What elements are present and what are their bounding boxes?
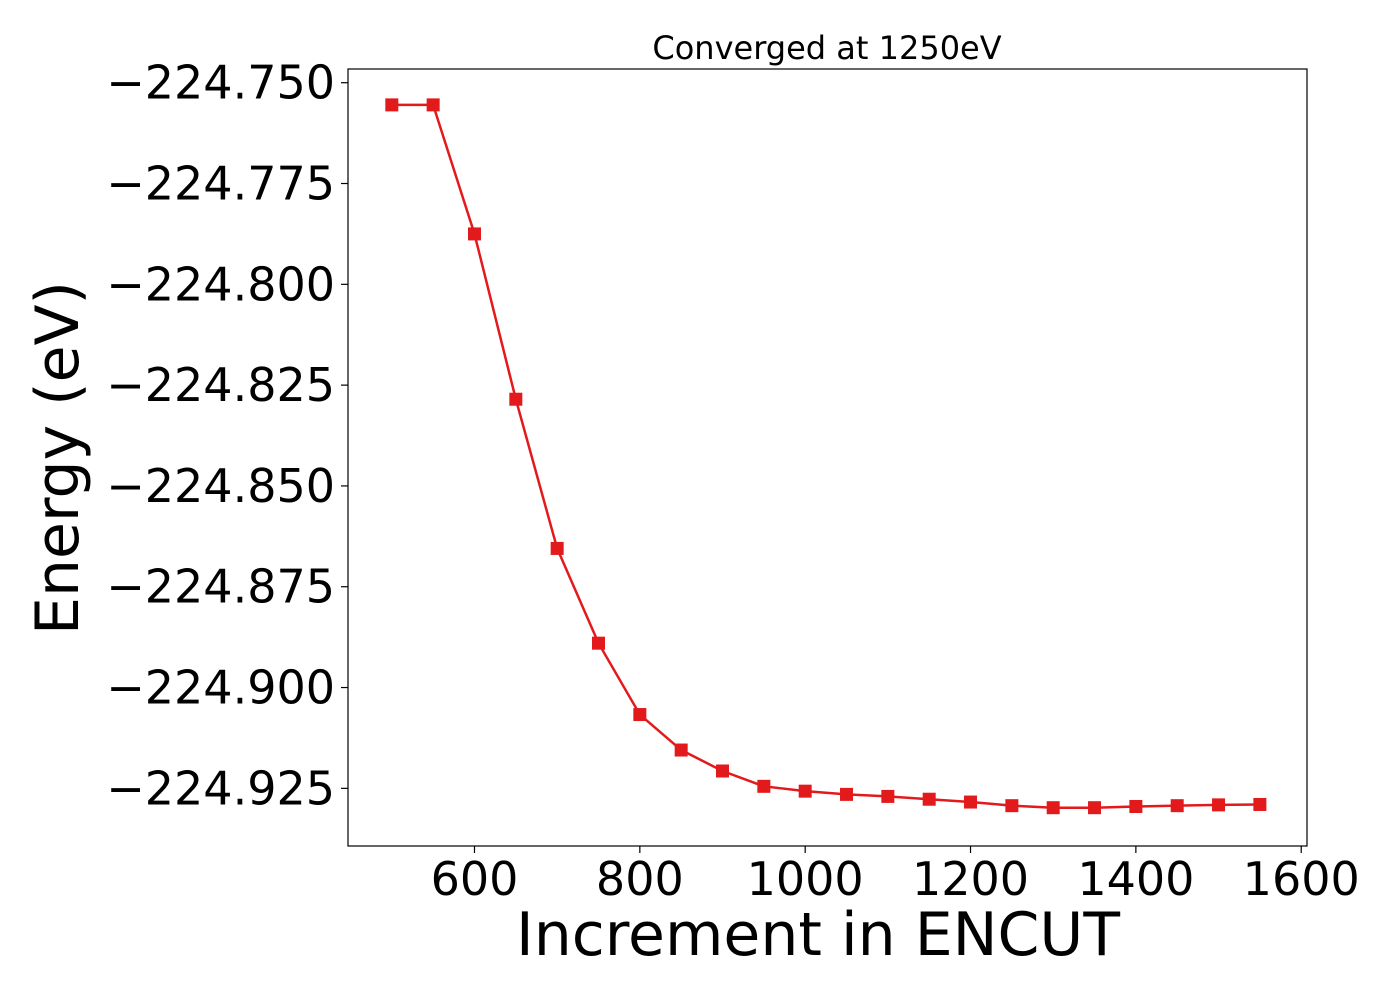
y-tick-label: −224.900	[106, 661, 335, 715]
x-tick-label: 1200	[912, 852, 1029, 906]
x-tick-label: 1600	[1243, 852, 1360, 906]
data-point-marker	[509, 392, 523, 406]
data-point-marker	[840, 787, 854, 801]
data-point-marker	[964, 795, 978, 809]
y-tick-label: −224.800	[106, 257, 335, 311]
x-tick-label: 600	[431, 852, 519, 906]
data-point-marker	[550, 541, 564, 555]
data-point-marker	[922, 792, 936, 806]
y-tick-label: −224.775	[106, 157, 335, 211]
data-point-marker	[1253, 797, 1267, 811]
series-line	[391, 103, 1260, 809]
data-point-marker	[1170, 799, 1184, 813]
data-point-marker	[1129, 799, 1143, 813]
x-tick-label: 1400	[1077, 852, 1194, 906]
y-tick-label: −224.925	[106, 761, 335, 815]
data-point-marker	[757, 779, 771, 793]
series-layer	[385, 98, 1267, 815]
x-axis: 600 800 1000 1200 1400 1600	[431, 846, 1360, 906]
data-point-marker	[591, 636, 605, 650]
data-point-marker	[1005, 799, 1019, 813]
data-point-marker	[1212, 798, 1226, 812]
data-point-marker	[385, 98, 399, 112]
y-tick-label: −224.875	[106, 560, 335, 614]
data-point-marker	[1046, 801, 1060, 815]
x-tick-label: 1000	[747, 852, 864, 906]
y-axis-title: Energy (eV)	[23, 281, 93, 635]
y-axis: −224.750 −224.775 −224.800 −224.825 −224.850…	[106, 56, 348, 815]
data-point-marker	[881, 789, 895, 803]
data-point-marker	[674, 743, 688, 757]
y-tick-label: −224.850	[106, 459, 335, 513]
data-point-marker	[1088, 801, 1102, 815]
x-tick-label: 800	[596, 852, 684, 906]
data-point-marker	[467, 227, 481, 241]
x-axis-title: Increment in ENCUT	[516, 900, 1120, 970]
data-point-marker	[633, 708, 647, 722]
y-tick-label: −224.750	[106, 56, 335, 110]
data-point-marker	[426, 98, 440, 112]
data-point-marker	[798, 784, 812, 798]
y-tick-label: −224.825	[106, 358, 335, 412]
plot-area-frame	[347, 68, 1308, 847]
chart-title: Converged at 1250eV	[652, 29, 1001, 67]
data-point-marker	[716, 764, 730, 778]
